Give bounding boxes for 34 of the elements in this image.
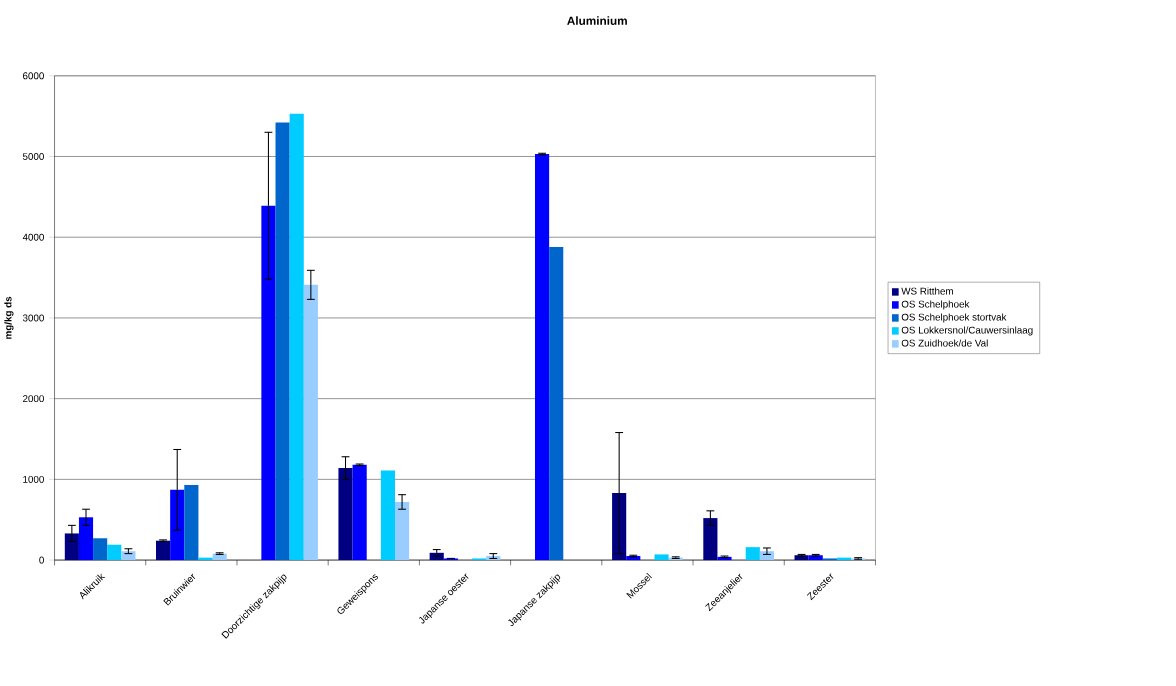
y-tick-label: 0 <box>39 556 44 564</box>
bar <box>303 284 318 561</box>
y-tick-label: 4000 <box>22 233 44 241</box>
legend-label: OS Schelphoek <box>901 300 970 310</box>
bar <box>338 468 353 561</box>
bar <box>394 501 410 561</box>
bar <box>156 540 171 561</box>
y-tick-label: 5000 <box>22 152 44 160</box>
bar <box>261 205 276 561</box>
legend-label: OS Lokkersnol/Cauwersinlaag <box>901 326 1033 336</box>
bar <box>352 464 367 561</box>
bar <box>64 533 79 561</box>
y-axis-title: mg/kg ds <box>4 296 14 339</box>
bar <box>654 554 669 561</box>
bar <box>745 547 760 561</box>
legend-label: OS Schelphoek stortvak <box>901 313 1007 323</box>
y-tick-label: 1000 <box>23 475 44 483</box>
bar <box>184 484 199 561</box>
y-tick-label: 2000 <box>23 395 44 403</box>
bar <box>107 544 122 561</box>
bar <box>93 538 108 561</box>
y-tick-label: 6000 <box>23 72 44 80</box>
bar <box>703 518 718 561</box>
bar <box>78 517 94 561</box>
bar <box>289 113 304 561</box>
bar <box>549 246 564 561</box>
legend-label: WS Ritthem <box>901 287 953 295</box>
bar <box>275 122 290 561</box>
bar <box>535 154 550 561</box>
bar <box>121 551 136 561</box>
bar <box>380 470 395 561</box>
legend-label: OS Zuidhoek/de Val <box>901 339 988 347</box>
chart-title: Aluminium <box>567 16 627 25</box>
y-tick-label: 3000 <box>22 314 44 322</box>
